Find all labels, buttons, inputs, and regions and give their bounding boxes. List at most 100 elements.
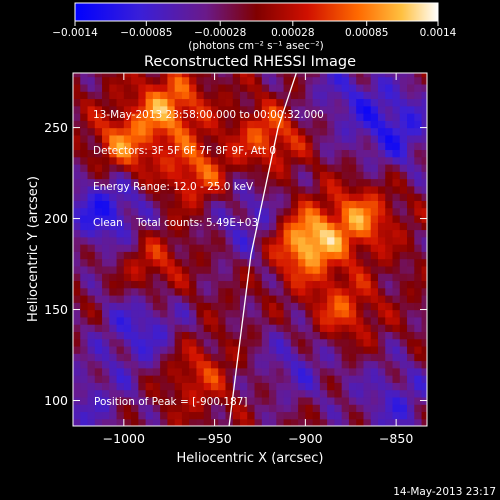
heatmap-cell <box>334 258 343 267</box>
heatmap-cell <box>167 367 176 376</box>
heatmap-cell <box>80 302 89 311</box>
heatmap-cell <box>218 142 227 151</box>
heatmap-cell <box>370 163 379 172</box>
heatmap-cell <box>225 98 234 107</box>
heatmap-cell <box>189 83 198 92</box>
heatmap-cell <box>210 83 219 92</box>
heatmap-cell <box>94 302 103 311</box>
heatmap-cell <box>240 251 248 260</box>
heatmap-cell <box>269 207 277 216</box>
heatmap-cell <box>327 375 336 383</box>
heatmap-cell <box>181 98 190 107</box>
heatmap-cell <box>377 411 386 420</box>
heatmap-cell <box>138 302 147 311</box>
heatmap-cell <box>392 113 401 121</box>
heatmap-cell <box>370 316 379 325</box>
heatmap-cell <box>240 367 248 376</box>
heatmap-cell <box>160 258 168 267</box>
heatmap-cell <box>218 338 227 347</box>
heatmap-cell <box>145 258 154 267</box>
heatmap-cell <box>174 185 183 194</box>
heatmap-cell <box>334 353 343 362</box>
heatmap-cell <box>225 222 234 231</box>
heatmap-cell <box>269 236 277 245</box>
heatmap-cell <box>240 113 248 121</box>
heatmap-cell <box>131 273 139 282</box>
heatmap-cell <box>377 127 386 136</box>
heatmap-cell <box>131 404 139 413</box>
heatmap-cell <box>377 200 386 209</box>
heatmap-cell <box>305 222 314 231</box>
heatmap-cell <box>363 156 372 165</box>
heatmap-cell <box>385 338 394 347</box>
heatmap-cell <box>73 258 81 267</box>
heatmap-cell <box>283 185 292 194</box>
heatmap-cell <box>196 229 205 238</box>
heatmap-cell <box>356 244 365 252</box>
heatmap-cell <box>210 214 219 223</box>
heatmap-cell <box>385 156 394 165</box>
heatmap-cell <box>109 353 118 362</box>
heatmap-cell <box>167 404 176 413</box>
heatmap-cell <box>407 171 415 180</box>
heatmap-cell <box>298 185 306 194</box>
heatmap-cell <box>152 193 161 201</box>
heatmap-cell <box>377 134 386 143</box>
heatmap-cell <box>276 418 285 426</box>
heatmap-cell <box>247 200 256 209</box>
heatmap-cell <box>102 309 110 318</box>
heatmap-cell <box>254 389 263 398</box>
heatmap-cell <box>203 316 212 325</box>
heatmap-cell <box>203 331 212 340</box>
heatmap-cell <box>319 178 328 187</box>
heatmap-cell <box>102 353 110 362</box>
heatmap-cell <box>240 76 248 85</box>
heatmap-cell <box>131 294 139 303</box>
heatmap-cell <box>116 171 125 180</box>
colorbar-tick-label: −0.00028 <box>194 27 246 39</box>
heatmap-cell <box>189 411 198 420</box>
heatmap-cell <box>276 287 285 296</box>
heatmap-cell <box>348 360 357 369</box>
heatmap-cell <box>152 280 161 289</box>
heatmap-cell <box>298 338 306 347</box>
heatmap-cell <box>123 360 132 369</box>
heatmap-cell <box>73 360 81 369</box>
heatmap-cell <box>319 345 328 354</box>
heatmap-cell <box>312 331 321 340</box>
heatmap-cell <box>232 229 241 238</box>
heatmap-cell <box>196 418 205 426</box>
heatmap-cell <box>203 83 212 92</box>
heatmap-cell <box>131 302 139 311</box>
heatmap-cell <box>232 345 241 354</box>
heatmap-cell <box>145 338 154 347</box>
heatmap-cell <box>152 382 161 391</box>
heatmap-cell <box>123 134 132 143</box>
heatmap-cell <box>421 149 427 158</box>
heatmap-cell <box>399 178 408 187</box>
heatmap-cell <box>276 73 285 78</box>
heatmap-cell <box>407 83 415 92</box>
heatmap-cell <box>152 178 161 187</box>
heatmap-cell <box>261 207 270 216</box>
heatmap-cell <box>145 105 154 114</box>
heatmap-cell <box>327 185 336 194</box>
heatmap-cell <box>116 163 125 172</box>
heatmap-cell <box>290 113 299 121</box>
heatmap-cell <box>414 280 423 289</box>
heatmap-cell <box>370 251 379 260</box>
heatmap-cell <box>80 418 89 426</box>
heatmap-cell <box>116 229 125 238</box>
heatmap-cell <box>356 265 365 274</box>
heatmap-cell <box>131 142 139 151</box>
heatmap-cell <box>370 294 379 303</box>
heatmap-cell <box>109 222 118 231</box>
heatmap-cell <box>189 207 198 216</box>
heatmap-cell <box>240 389 248 398</box>
heatmap-cell <box>356 302 365 311</box>
heatmap-cell <box>225 142 234 151</box>
heatmap-cell <box>218 83 227 92</box>
heatmap-cell <box>399 367 408 376</box>
energy-range-text: Energy Range: 12.0 - 25.0 keV <box>93 181 254 193</box>
heatmap-cell <box>138 156 147 165</box>
